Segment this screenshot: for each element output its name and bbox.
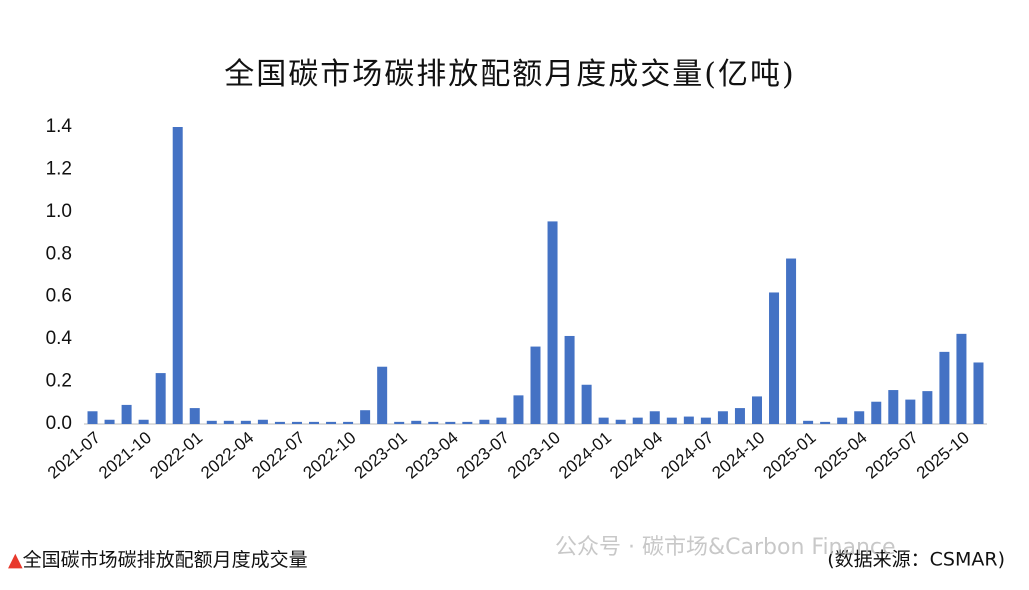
bar	[326, 421, 337, 424]
y-tick-label: 1.0	[46, 201, 72, 222]
legend-note: ▲全国碳市场碳排放配额月度成交量	[8, 549, 308, 571]
bar	[189, 408, 200, 424]
bar	[820, 421, 831, 424]
bar	[87, 411, 98, 424]
y-tick-label: 0.8	[46, 243, 72, 264]
bar	[564, 335, 575, 424]
bar	[547, 221, 558, 424]
bar	[615, 419, 626, 424]
x-tick-label: 2022-10	[300, 428, 360, 483]
bar	[462, 421, 473, 424]
x-tick-label: 2023-10	[504, 428, 564, 483]
bar	[598, 417, 609, 424]
bar	[581, 384, 592, 424]
bar	[871, 401, 882, 424]
bar	[121, 404, 132, 424]
x-tick-label: 2023-07	[453, 428, 513, 483]
bar	[445, 421, 456, 424]
bar	[274, 421, 285, 424]
bar	[734, 408, 745, 424]
y-tick-label: 1.4	[46, 116, 73, 137]
bar	[649, 411, 660, 424]
bar	[700, 417, 711, 424]
x-tick-label: 2024-07	[657, 428, 717, 483]
bar	[257, 419, 268, 424]
bar	[837, 417, 848, 424]
x-tick-label: 2025-07	[862, 428, 922, 483]
bar	[428, 421, 439, 424]
bar	[155, 373, 166, 424]
bar	[377, 366, 388, 424]
x-tick-label: 2021-10	[95, 428, 155, 483]
x-tick-label: 2023-04	[402, 428, 462, 483]
x-tick-label: 2022-01	[146, 428, 206, 483]
bar	[223, 420, 234, 424]
y-tick-label: 1.2	[46, 158, 72, 179]
bar	[496, 417, 507, 424]
bar	[769, 292, 780, 424]
bar	[206, 420, 217, 424]
bar	[973, 362, 984, 424]
bar	[683, 416, 694, 424]
bar	[394, 421, 405, 424]
x-tick-label: 2021-07	[44, 428, 104, 483]
bar	[956, 333, 967, 424]
bar	[291, 421, 302, 424]
bar	[786, 258, 797, 424]
y-tick-label: 0.2	[46, 371, 72, 392]
x-tick-label: 2023-01	[351, 428, 411, 483]
y-tick-label: 0.6	[46, 286, 72, 307]
x-tick-label: 2022-04	[197, 428, 257, 483]
bar	[513, 395, 524, 424]
bar	[632, 417, 643, 424]
bar	[939, 351, 950, 424]
bar	[888, 390, 899, 424]
bar	[717, 411, 728, 424]
bar	[343, 421, 354, 424]
watermark: 公众号 · 碳市场&Carbon Finance	[555, 535, 896, 560]
bar	[240, 420, 251, 424]
bar	[922, 391, 933, 424]
bar	[309, 421, 320, 424]
bar	[104, 419, 115, 424]
x-tick-label: 2024-04	[606, 428, 666, 483]
bar	[360, 410, 371, 424]
bar	[172, 127, 183, 424]
bar	[138, 419, 149, 424]
bar	[530, 346, 541, 424]
source-note: (数据来源：CSMAR)	[827, 549, 1005, 571]
x-tick-label: 2025-01	[760, 428, 820, 483]
x-tick-label: 2022-07	[248, 428, 308, 483]
chart-title: 全国碳市场碳排放配额月度成交量(亿吨)	[224, 57, 795, 92]
x-tick-label: 2025-10	[913, 428, 973, 483]
bar	[411, 420, 422, 424]
y-tick-label: 0.4	[46, 328, 73, 349]
bar	[803, 420, 814, 424]
bar	[666, 417, 677, 424]
x-tick-label: 2024-01	[555, 428, 615, 483]
bar	[854, 411, 865, 424]
bar	[479, 419, 490, 424]
y-tick-label: 0.0	[46, 413, 72, 434]
x-tick-label: 2025-04	[811, 428, 871, 483]
bar	[905, 399, 916, 424]
bar	[751, 396, 762, 424]
x-tick-label: 2024-10	[708, 428, 768, 483]
